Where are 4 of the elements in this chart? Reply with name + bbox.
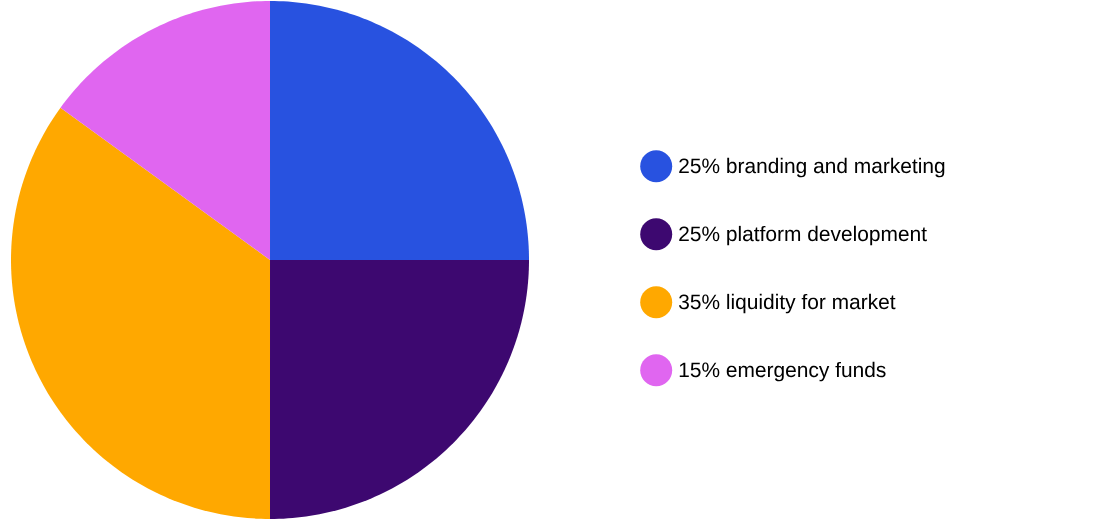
legend-label: 25% branding and marketing	[679, 157, 945, 178]
legend-label: 25% platform development	[679, 225, 927, 246]
legend-label: 35% liquidity for market	[678, 293, 896, 314]
legend-label: 15% emergency funds	[679, 361, 886, 382]
